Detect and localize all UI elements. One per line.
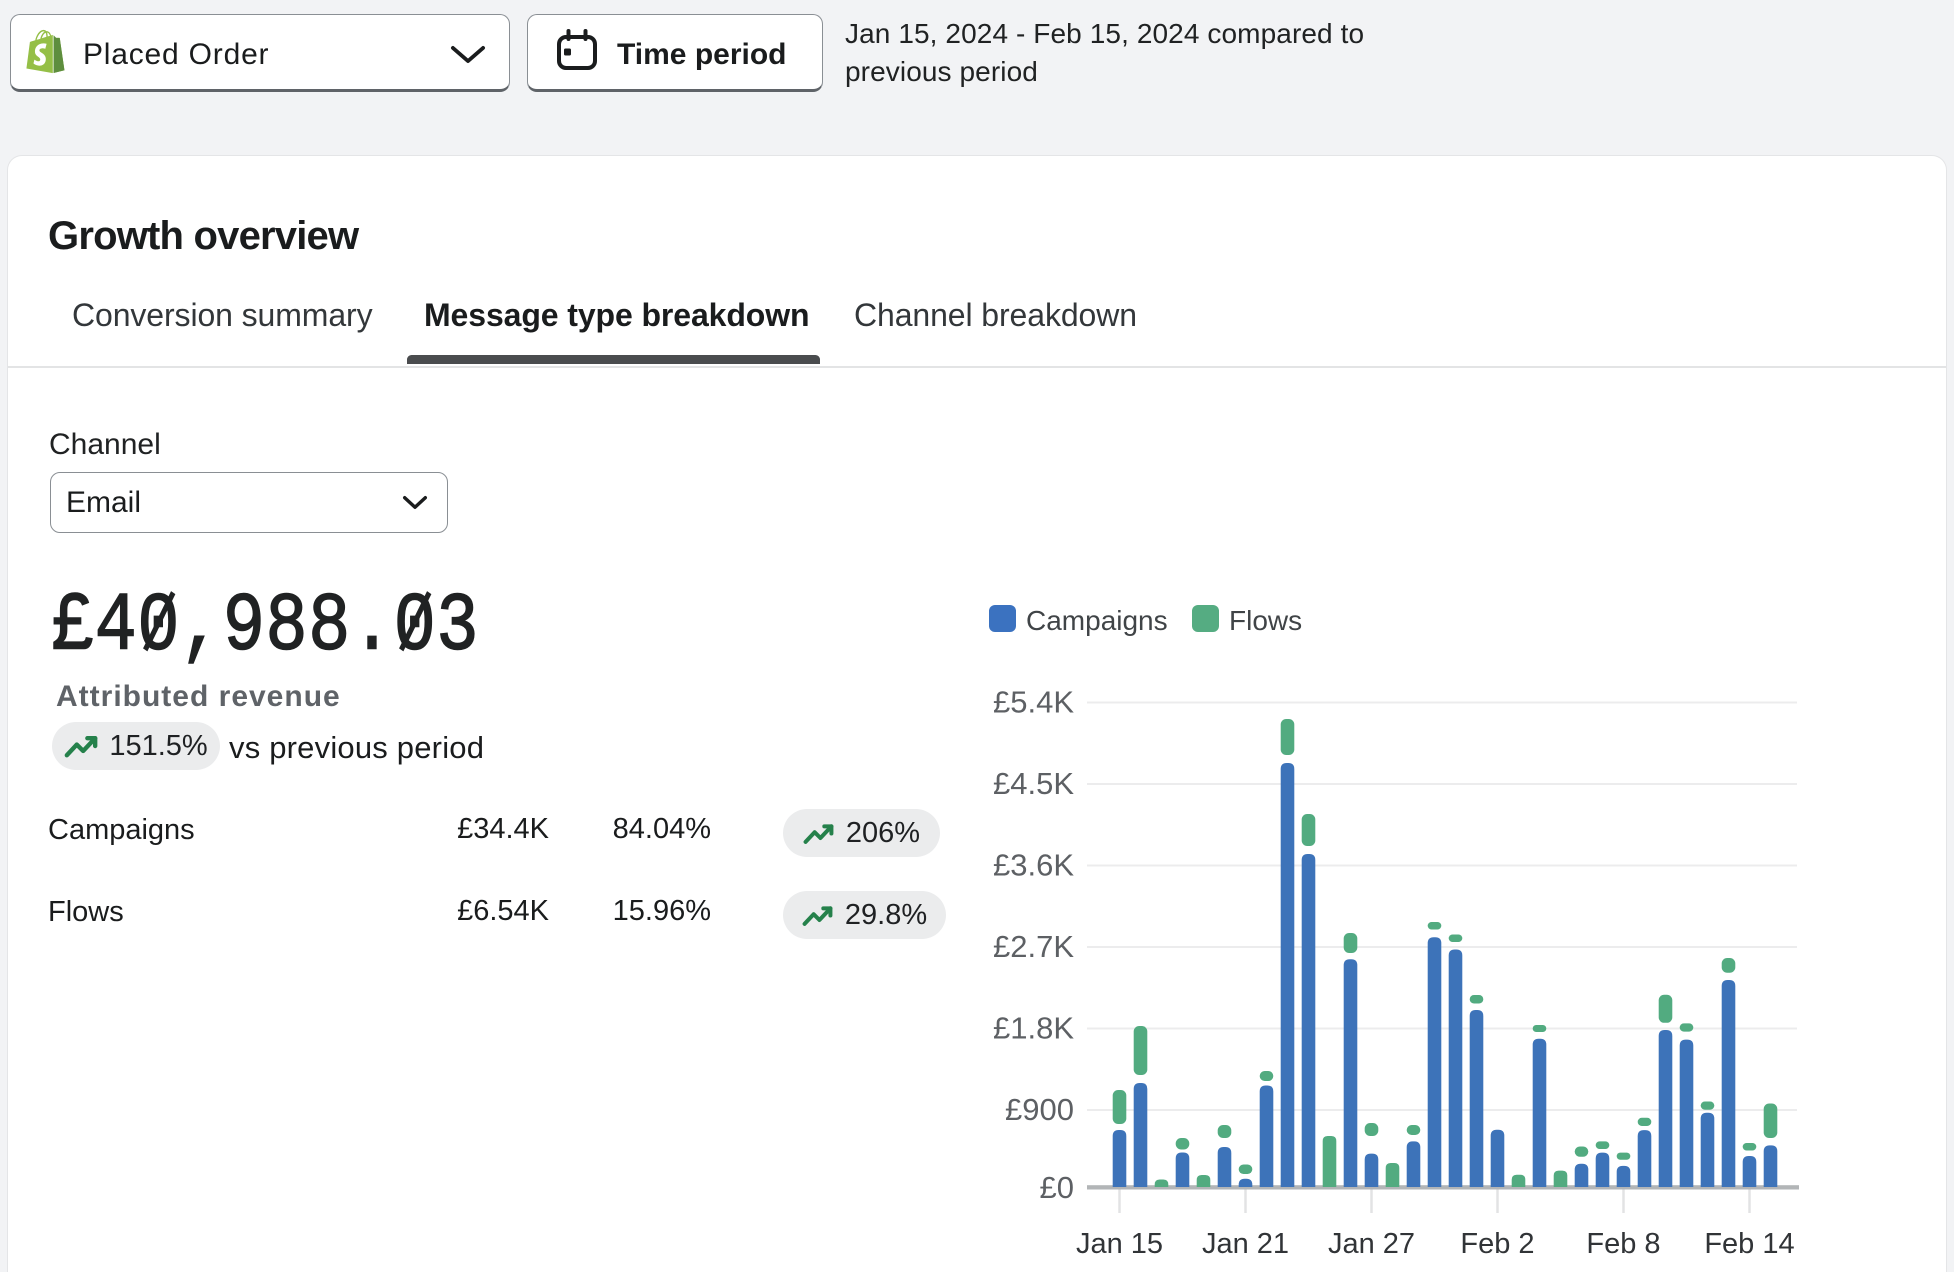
svg-text:£5.4K: £5.4K [993, 685, 1074, 720]
svg-text:£0: £0 [1040, 1170, 1074, 1205]
svg-text:Jan 21: Jan 21 [1202, 1228, 1289, 1260]
svg-text:£1.8K: £1.8K [993, 1011, 1074, 1046]
svg-text:Jan 15: Jan 15 [1076, 1228, 1163, 1260]
svg-text:Feb 8: Feb 8 [1586, 1228, 1660, 1260]
svg-text:Jan 27: Jan 27 [1328, 1228, 1415, 1260]
svg-text:£900: £900 [1005, 1092, 1074, 1127]
svg-text:Feb 2: Feb 2 [1460, 1228, 1534, 1260]
svg-text:£2.7K: £2.7K [993, 929, 1074, 964]
svg-text:Feb 14: Feb 14 [1704, 1228, 1794, 1260]
svg-text:£4.5K: £4.5K [993, 766, 1074, 801]
svg-text:£3.6K: £3.6K [993, 848, 1074, 883]
